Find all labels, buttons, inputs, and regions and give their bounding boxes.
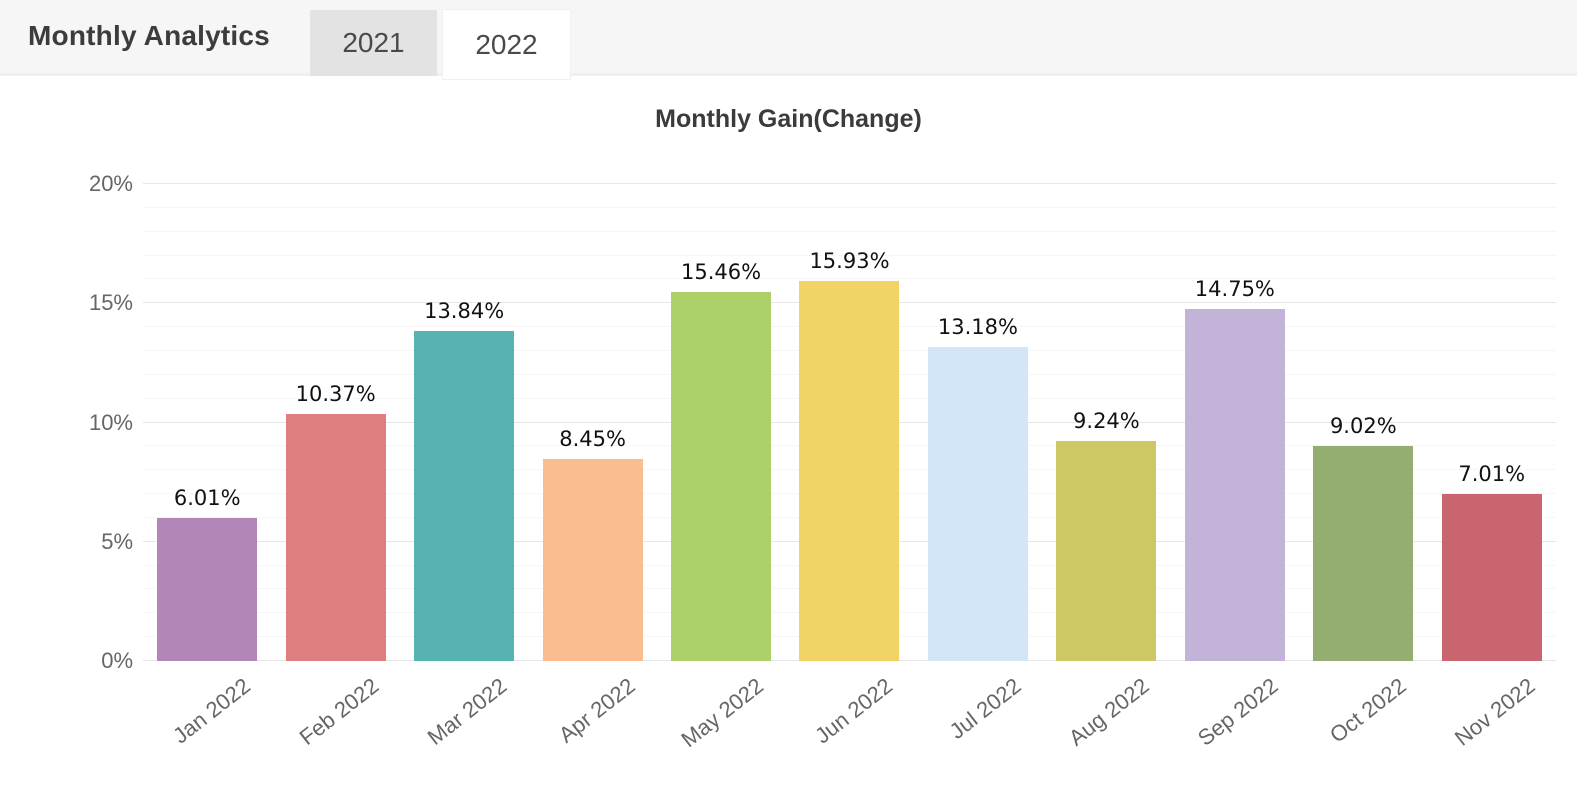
bar-value-label: 15.93% bbox=[809, 249, 890, 274]
bar-value-label: 13.18% bbox=[937, 314, 1018, 339]
page-title: Monthly Analytics bbox=[28, 20, 270, 51]
x-axis-label: Mar 2022 bbox=[422, 673, 512, 750]
bar-slot-apr-2022: 8.45% Apr 2022 bbox=[528, 184, 656, 748]
x-axis-label: Sep 2022 bbox=[1192, 673, 1283, 751]
x-axis-label: Aug 2022 bbox=[1064, 673, 1154, 751]
bar-slot-feb-2022: 10.37% Feb 2022 bbox=[271, 184, 399, 750]
bar-value-label: 15.46% bbox=[680, 260, 762, 285]
bar-jan-2022[interactable] bbox=[157, 517, 258, 661]
x-axis-label: Oct 2022 bbox=[1324, 673, 1411, 748]
bar-slot-may-2022: 15.46% May 2022 bbox=[657, 184, 785, 752]
bar-value-label: 9.02% bbox=[1329, 413, 1397, 438]
y-axis-label: 15% bbox=[88, 290, 133, 316]
gridline bbox=[143, 230, 1556, 232]
year-tabs: 2021 2022 bbox=[310, 10, 570, 79]
bar-slot-sep-2022: 14.75% Sep 2022 bbox=[1171, 184, 1299, 751]
x-axis-label: May 2022 bbox=[676, 673, 769, 753]
y-axis-label: 0% bbox=[101, 648, 133, 673]
bar-value-label: 9.24% bbox=[1073, 408, 1140, 433]
y-axis-label: 5% bbox=[101, 528, 133, 554]
bar-sep-2022[interactable] bbox=[1184, 309, 1285, 661]
bars-container: 6.01% Jan 2022 10.37% Feb 2022 13.84% Mar 202… bbox=[143, 184, 1556, 752]
bar-value-label: 8.45% bbox=[559, 427, 626, 452]
bar-aug-2022[interactable] bbox=[1056, 440, 1157, 661]
bar-value-label: 10.37% bbox=[295, 381, 376, 406]
bar-slot-jan-2022: 6.01% Jan 2022 bbox=[143, 184, 271, 748]
bar-value-label: 7.01% bbox=[1458, 461, 1526, 486]
tab-2022[interactable]: 2022 bbox=[443, 10, 570, 79]
y-axis-label: 20% bbox=[88, 171, 133, 196]
gridline bbox=[143, 206, 1556, 208]
chart-title: Monthly Gain(Change) bbox=[655, 105, 922, 133]
bar-jul-2022[interactable] bbox=[927, 346, 1028, 661]
bar-feb-2022[interactable] bbox=[285, 413, 386, 661]
bar-slot-jun-2022: 15.93% Jun 2022 bbox=[785, 184, 913, 748]
gridline bbox=[143, 183, 1556, 184]
plot-area: 0% 5% 10% 15% 20% 6.01% Jan 2022 10.37% Feb 2022… bbox=[89, 171, 1556, 752]
x-axis-label: Feb 2022 bbox=[294, 673, 384, 750]
bar-may-2022[interactable] bbox=[671, 292, 772, 661]
y-axis-label: 10% bbox=[88, 409, 133, 435]
bar-apr-2022[interactable] bbox=[542, 459, 643, 661]
tab-2021[interactable]: 2021 bbox=[310, 10, 437, 76]
bar-value-label: 13.84% bbox=[424, 298, 505, 323]
header-bar: Monthly Analytics 2021 2022 bbox=[0, 0, 1577, 79]
bar-value-label: 6.01% bbox=[173, 485, 241, 510]
x-axis-label: Jan 2022 bbox=[167, 673, 255, 749]
gridline bbox=[143, 254, 1556, 256]
bar-slot-nov-2022: 7.01% Nov 2022 bbox=[1428, 184, 1556, 751]
x-axis-label: Jul 2022 bbox=[944, 673, 1026, 744]
x-axis-label: Nov 2022 bbox=[1449, 673, 1540, 751]
bar-value-label: 14.75% bbox=[1194, 277, 1275, 302]
bar-jun-2022[interactable] bbox=[799, 281, 900, 661]
bar-mar-2022[interactable] bbox=[414, 330, 515, 661]
bar-slot-mar-2022: 13.84% Mar 2022 bbox=[400, 184, 528, 750]
bar-nov-2022[interactable] bbox=[1441, 493, 1542, 661]
x-axis-label: Jun 2022 bbox=[810, 673, 897, 749]
gridline bbox=[143, 278, 1556, 280]
bar-oct-2022[interactable] bbox=[1313, 445, 1414, 661]
bar-slot-aug-2022: 9.24% Aug 2022 bbox=[1042, 184, 1170, 751]
x-axis-label: Apr 2022 bbox=[554, 673, 640, 748]
bar-slot-oct-2022: 9.02% Oct 2022 bbox=[1299, 184, 1427, 748]
bar-slot-jul-2022: 13.18% Jul 2022 bbox=[914, 184, 1042, 744]
